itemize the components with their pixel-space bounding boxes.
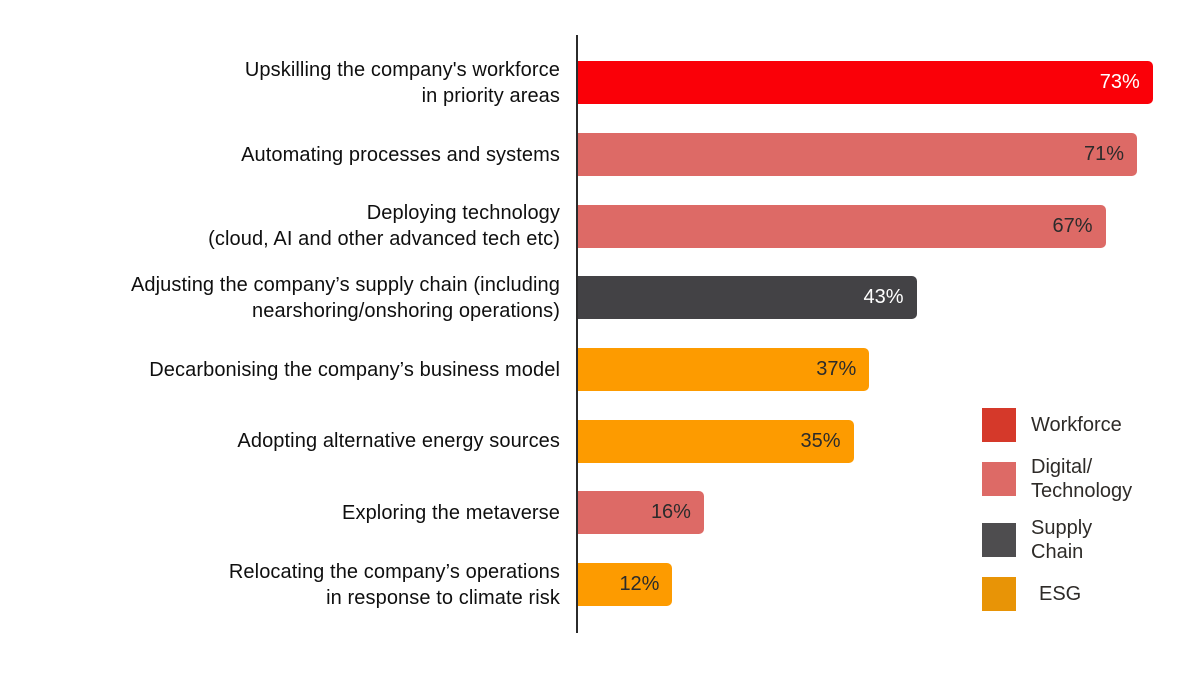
bar-esg: 12%: [578, 563, 673, 607]
y-axis-line: [576, 35, 578, 633]
chart-rows: Upskilling the company's workforce in pri…: [0, 47, 1200, 621]
bar-area: 16%: [578, 491, 1200, 535]
bar-area: 71%: [578, 133, 1200, 177]
value-label: 37%: [816, 358, 857, 381]
category-label: Adjusting the company’s supply chain (in…: [130, 273, 560, 322]
value-label: 71%: [1083, 143, 1124, 166]
category-label: Automating processes and systems: [241, 143, 560, 166]
bar-area: 12%: [578, 563, 1200, 607]
value-label: 67%: [1052, 214, 1093, 237]
bar-supply-chain: 43%: [578, 276, 917, 320]
legend-label: Workforce: [1031, 414, 1122, 436]
legend-label: ESG: [1039, 583, 1082, 605]
legend-swatch: [982, 523, 1016, 557]
legend-swatch: [982, 408, 1016, 442]
category-label: Relocating the company’s operations in re…: [228, 560, 560, 609]
bar-workforce: 73%: [578, 61, 1153, 105]
bar-digital-technology: 67%: [578, 204, 1106, 248]
chart-row: Adopting alternative energy sources 35%: [0, 405, 1200, 477]
chart-row: Exploring the metaverse 16%: [0, 477, 1200, 549]
chart-row: Relocating the company’s operations in re…: [0, 549, 1200, 621]
value-label: 35%: [800, 429, 841, 452]
legend-swatch: [982, 462, 1016, 496]
bar-area: 67%: [578, 204, 1200, 248]
category-label: Adopting alternative energy sources: [237, 430, 560, 453]
category-label: Deploying technology (cloud, AI and other…: [208, 202, 560, 251]
chart-row: Deploying technology (cloud, AI and other…: [0, 190, 1200, 262]
bar-digital-technology: 16%: [578, 491, 704, 535]
legend-label: Supply Chain: [1031, 517, 1093, 563]
legend-item: ESG: [982, 577, 1132, 611]
chart-row: Upskilling the company's workforce in pri…: [0, 47, 1200, 119]
bar-digital-technology: 71%: [578, 133, 1137, 177]
category-label: Exploring the metaverse: [342, 501, 560, 524]
chart-row: Adjusting the company’s supply chain (in…: [0, 262, 1200, 334]
bar-area: 37%: [578, 348, 1200, 392]
chart-row: Automating processes and systems 71%: [0, 119, 1200, 191]
bar-esg: 35%: [578, 419, 854, 463]
value-label: 43%: [863, 286, 904, 309]
chart-row: Decarbonising the company’s business mod…: [0, 334, 1200, 406]
bar-area: 35%: [578, 419, 1200, 463]
legend: Workforce Digital/Technology Supply Chain ES…: [982, 408, 1132, 611]
category-label: Upskilling the company's workforce in pri…: [244, 58, 560, 107]
category-label: Decarbonising the company’s business mod…: [149, 358, 560, 381]
legend-swatch: [982, 577, 1016, 611]
legend-item: Digital/Technology: [982, 455, 1132, 503]
value-label: 16%: [650, 501, 691, 524]
legend-item: Supply Chain: [982, 516, 1132, 564]
bar-area: 73%: [578, 61, 1200, 105]
legend-item: Workforce: [982, 408, 1132, 442]
value-label: 12%: [619, 573, 660, 596]
value-label: 73%: [1099, 71, 1140, 94]
bar-area: 43%: [578, 276, 1200, 320]
legend-label: Digital/Technology: [1031, 456, 1133, 502]
bar-esg: 37%: [578, 348, 870, 392]
